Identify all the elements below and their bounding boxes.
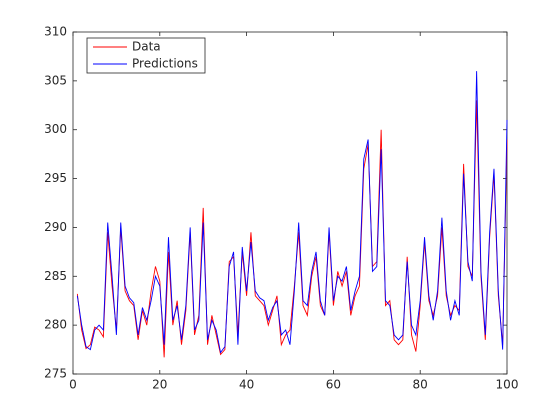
plot-area: [72, 31, 508, 375]
x-tick-label: 40: [239, 378, 254, 392]
legend-box: [86, 37, 206, 74]
y-tick-label: 300: [44, 122, 67, 136]
legend: Data Predictions: [86, 37, 206, 74]
y-tick-label: 280: [44, 318, 67, 332]
y-tick-label: 310: [44, 25, 67, 39]
x-tick-label: 60: [326, 378, 341, 392]
x-tick-label: 20: [152, 378, 167, 392]
y-tick-label: 295: [44, 171, 67, 185]
data-line: [76, 71, 508, 354]
x-tick-label: 80: [413, 378, 428, 392]
y-tick-label: 305: [44, 73, 67, 87]
y-tick-label: 275: [44, 367, 67, 381]
y-tick-label: 285: [44, 269, 67, 283]
x-tick-label: 100: [496, 378, 519, 392]
y-tick-label: 290: [44, 220, 67, 234]
legend-label: Predictions: [132, 57, 198, 71]
legend-label: Data: [132, 40, 161, 54]
x-tick-label: 0: [69, 378, 77, 392]
